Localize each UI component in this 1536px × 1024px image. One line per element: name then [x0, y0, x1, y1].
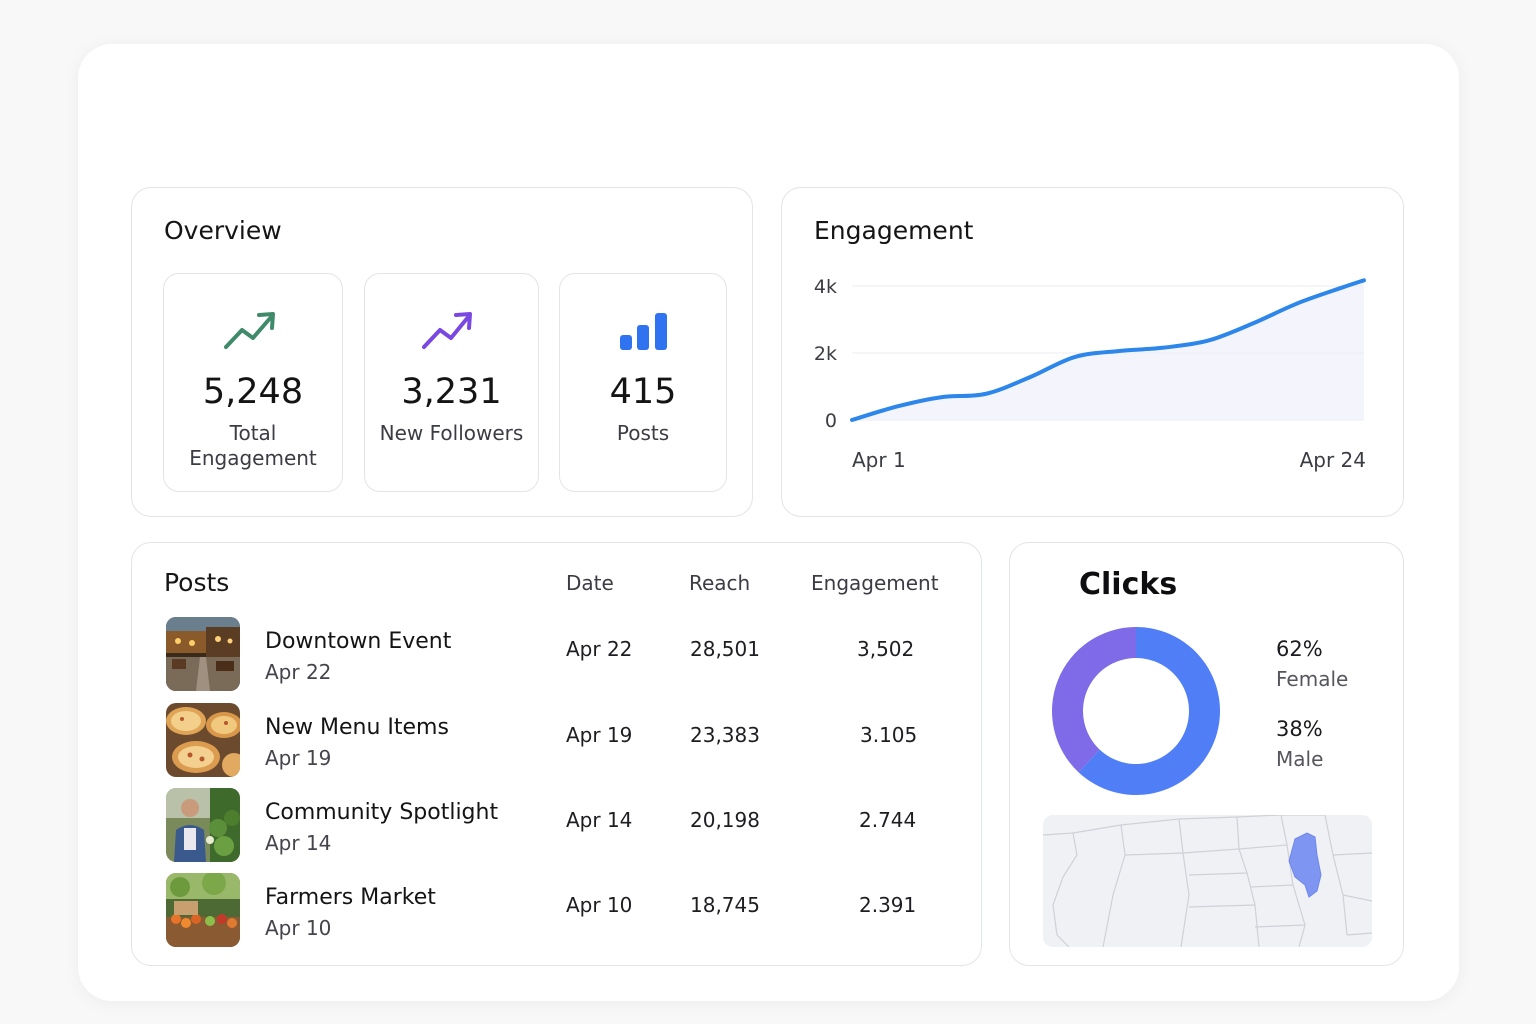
clicks-card: Clicks 62% Female 38% Male — [1009, 542, 1404, 966]
legend-male-percent: 38% — [1276, 717, 1323, 741]
post-subtitle: Apr 22 — [265, 660, 332, 684]
stat-value: 415 — [609, 372, 677, 412]
post-title[interactable]: Farmers Market — [265, 885, 436, 910]
post-title[interactable]: New Menu Items — [265, 715, 449, 740]
column-header-date[interactable]: Date — [566, 571, 614, 595]
posts-title: Posts — [164, 568, 230, 597]
bar-chart-icon — [560, 308, 726, 354]
stat-posts[interactable]: 415 Posts — [559, 273, 727, 492]
table-row[interactable]: Downtown Event Apr 22 Apr 22 28,501 3,50… — [132, 617, 981, 693]
stat-label: New Followers — [379, 421, 524, 445]
column-header-engagement[interactable]: Engagement — [811, 571, 939, 595]
post-reach: 23,383 — [690, 723, 760, 747]
y-tick-label: 0 — [825, 410, 837, 432]
post-title[interactable]: Downtown Event — [265, 629, 452, 654]
clicks-title: Clicks — [1079, 567, 1178, 602]
clicks-donut-chart[interactable] — [1046, 621, 1226, 801]
post-engagement: 3,502 — [857, 637, 915, 661]
post-subtitle: Apr 19 — [265, 746, 332, 770]
post-date: Apr 14 — [566, 808, 633, 832]
engagement-line — [850, 278, 1366, 422]
post-thumbnail-community-spotlight — [166, 788, 240, 862]
legend-female-label: Female — [1276, 667, 1349, 691]
post-thumbnail-new-menu-items — [166, 703, 240, 777]
post-reach: 20,198 — [690, 808, 760, 832]
engagement-line-chart[interactable]: 4k 2k 0 Apr 1 Apr 24 — [782, 188, 1402, 515]
post-reach: 28,501 — [690, 637, 760, 661]
engagement-title: Engagement — [814, 216, 974, 245]
x-tick-label-start: Apr 1 — [852, 448, 906, 472]
engagement-area — [852, 280, 1364, 420]
overview-title: Overview — [164, 216, 282, 245]
post-thumbnail-downtown-event — [166, 617, 240, 691]
y-tick-label: 2k — [814, 343, 837, 365]
table-row[interactable]: Community Spotlight Apr 14 Apr 14 20,198… — [132, 788, 981, 864]
post-title[interactable]: Community Spotlight — [265, 800, 499, 825]
overview-card: Overview 5,248 Total Engagement 3,231 Ne… — [131, 187, 753, 517]
trend-up-purple-icon — [365, 308, 538, 354]
stat-new-followers[interactable]: 3,231 New Followers — [364, 273, 539, 492]
legend-female-percent: 62% — [1276, 637, 1323, 661]
column-header-reach[interactable]: Reach — [689, 571, 751, 595]
post-reach: 18,745 — [690, 893, 760, 917]
table-row[interactable]: Farmers Market Apr 10 Apr 10 18,745 2.39… — [132, 873, 981, 949]
donut-slice-male — [1052, 627, 1136, 773]
post-subtitle: Apr 10 — [265, 916, 332, 940]
post-date: Apr 22 — [566, 637, 633, 661]
stat-total-engagement[interactable]: 5,248 Total Engagement — [163, 273, 343, 492]
donut-slice-female — [1078, 627, 1220, 795]
us-map[interactable] — [1043, 815, 1372, 947]
post-engagement: 2.391 — [859, 893, 917, 917]
stat-label: Total Engagement — [189, 421, 317, 470]
stat-value: 3,231 — [401, 372, 502, 412]
posts-card: Posts Date Reach Engagement Downtown Eve… — [131, 542, 982, 966]
x-tick-label-end: Apr 24 — [1300, 448, 1366, 472]
legend-male-label: Male — [1276, 747, 1324, 771]
trend-up-green-icon — [164, 308, 342, 354]
engagement-card: Engagement 4k 2k 0 Apr 1 Apr 24 — [781, 187, 1404, 517]
illinois-highlight — [1288, 832, 1322, 898]
post-date: Apr 19 — [566, 723, 633, 747]
stat-label: Posts — [616, 421, 670, 445]
post-date: Apr 10 — [566, 893, 633, 917]
y-tick-label: 4k — [814, 276, 837, 298]
post-engagement: 3.105 — [860, 723, 918, 747]
stat-value: 5,248 — [202, 372, 304, 412]
post-engagement: 2.744 — [859, 808, 917, 832]
post-subtitle: Apr 14 — [265, 831, 332, 855]
table-row[interactable]: New Menu Items Apr 19 Apr 19 23,383 3.10… — [132, 703, 981, 779]
post-thumbnail-farmers-market — [166, 873, 240, 947]
